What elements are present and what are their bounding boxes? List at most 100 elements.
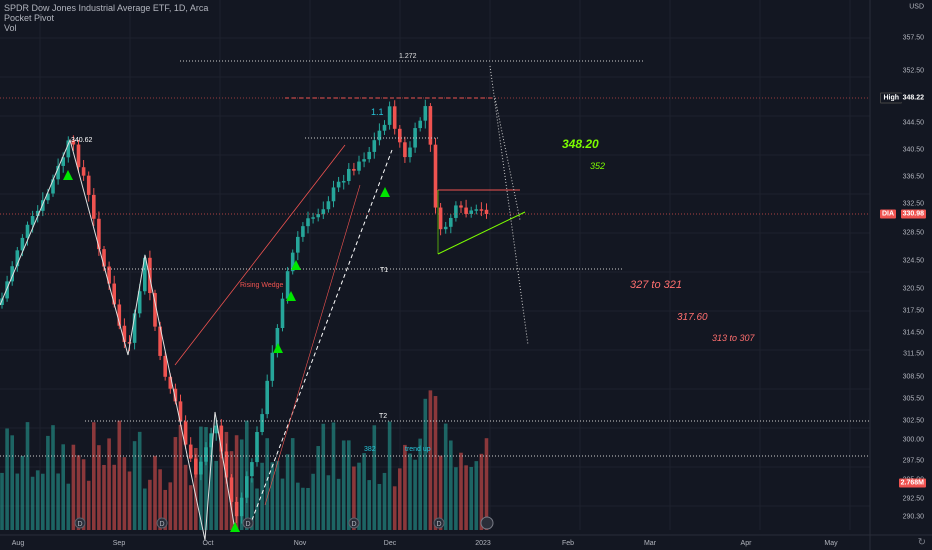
volume-bar (290, 438, 295, 530)
candle-body (352, 168, 356, 171)
candle-body (331, 187, 336, 202)
pocket-pivot-icon (230, 522, 240, 532)
volume-bar (158, 469, 162, 530)
price-tick-label: 336.50 (902, 173, 924, 181)
candle-body (449, 217, 453, 227)
candle-body (30, 216, 35, 225)
swing-high-label: 340.62 (71, 137, 93, 144)
volume-bar (443, 423, 448, 530)
candle-body (428, 106, 433, 145)
volume-bar (311, 473, 315, 530)
volume-bar (398, 468, 402, 530)
dividend-marker-icon (348, 517, 360, 529)
rising-wedge-label: Rising Wedge (240, 282, 284, 289)
dividend-marker-icon (433, 517, 445, 529)
candle-body (137, 291, 142, 314)
price-tick-label: 324.50 (902, 257, 924, 265)
volume-bar (173, 437, 178, 530)
indicator-label[interactable]: Pocket Pivot (4, 13, 55, 23)
candle-body (10, 266, 14, 282)
dividend-marker-icon (156, 517, 168, 529)
candle-body (296, 236, 300, 253)
volume-bar (428, 390, 433, 530)
wedge-upper-line (174, 144, 346, 366)
volume-bar (341, 440, 346, 530)
candle-body (341, 181, 346, 183)
candle-body (122, 325, 127, 343)
time-label-apr: Apr (740, 540, 752, 547)
candle-body (5, 281, 9, 299)
volume-bar (469, 466, 473, 530)
projection-line (489, 65, 529, 346)
candle-body (71, 140, 76, 145)
candle-body (464, 207, 468, 214)
candle-body (35, 210, 40, 217)
dividend-marker-icon: D (77, 521, 82, 528)
candle-body (92, 194, 96, 219)
candle-body (382, 124, 387, 131)
dividend-marker-icon: D (159, 521, 164, 528)
time-axis[interactable]: Aug Sep Oct Nov Dec 2023 Feb Mar Apr May (0, 536, 870, 550)
candle-body (357, 161, 361, 171)
volume-bar (347, 440, 351, 530)
trend-up-label: trend up (405, 446, 431, 453)
candle-body (15, 250, 20, 267)
candle-body (270, 352, 275, 381)
candle-body (183, 421, 188, 445)
target-348-label: 348.20 (562, 137, 599, 151)
price-tick-label: 317.50 (902, 307, 924, 315)
volume-bar (474, 461, 479, 530)
candle-body (209, 433, 213, 448)
volume-bar (30, 476, 35, 530)
time-label-may: May (824, 540, 838, 547)
candle-body (290, 252, 295, 272)
candle-body (418, 120, 422, 129)
candle-body (132, 313, 137, 343)
volume-bar (438, 455, 443, 530)
price-tick-label: 314.50 (902, 329, 924, 337)
time-label-sep: Sep (112, 540, 126, 547)
candle-body (188, 444, 193, 459)
candle-body (260, 414, 264, 433)
symbol-title[interactable]: SPDR Dow Jones Industrial Average ETF, 1… (4, 3, 209, 13)
time-label-mar: Mar (643, 540, 657, 547)
candle-body (316, 214, 320, 218)
candle-body (76, 144, 81, 168)
volume-bar (25, 422, 30, 530)
lightning-icon[interactable]: ↻ (917, 537, 926, 548)
volume-bar (204, 427, 208, 530)
price-tick-label: 308.50 (902, 373, 924, 381)
time-label-aug: Aug (11, 540, 25, 547)
candle-body (148, 257, 152, 294)
volume-bar (76, 455, 81, 530)
volume-bar (219, 425, 224, 530)
candle-body (280, 298, 285, 329)
pocket-pivot-icon (63, 170, 73, 180)
volume-bar (260, 462, 264, 530)
volume-bar (5, 428, 9, 530)
candle-body (81, 167, 86, 176)
candle-body (443, 226, 448, 230)
candle-body (127, 342, 132, 344)
pocket-pivot-icon (286, 291, 296, 301)
dividend-marker-icon (242, 517, 254, 529)
volume-bar (102, 464, 106, 530)
volume-label[interactable]: Vol (4, 23, 17, 33)
wedge-lower-line (264, 184, 361, 506)
volume-bar (148, 479, 152, 530)
volume-bar (372, 425, 377, 530)
pocket-pivot-icon (273, 343, 283, 353)
volume-bar (250, 478, 254, 530)
candle-body (250, 462, 254, 477)
volume-bar (331, 422, 336, 530)
volume-bar (484, 438, 489, 530)
candle-body (398, 128, 402, 143)
fib-1272-label: 1.272 (399, 53, 417, 60)
volume-bar (239, 439, 244, 530)
volume-bar (117, 420, 122, 530)
candle-body (362, 159, 366, 162)
candle-body (173, 388, 178, 402)
price-tick-label: 305.50 (902, 395, 924, 403)
candle-body (377, 130, 382, 141)
